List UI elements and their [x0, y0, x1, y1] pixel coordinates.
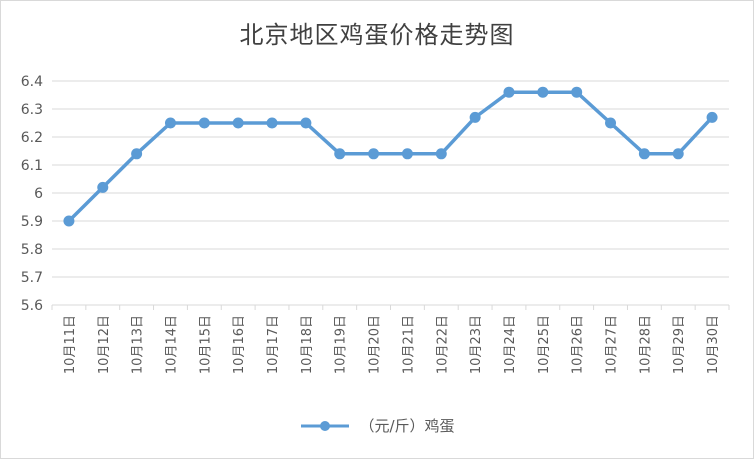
x-tick-label: 10月19日	[334, 315, 349, 374]
data-point	[300, 117, 312, 129]
x-tick-label: 10月23日	[469, 315, 484, 374]
data-point	[706, 111, 718, 123]
y-tick-label: 5.7	[21, 270, 43, 286]
data-point	[63, 215, 75, 227]
data-point	[97, 181, 109, 193]
y-tick-label: 5.6	[21, 298, 43, 314]
data-point	[232, 117, 244, 129]
x-tick-label: 10月14日	[164, 315, 179, 374]
legend-marker	[301, 420, 350, 431]
data-point	[638, 148, 650, 160]
x-tick-label: 10月16日	[232, 315, 247, 374]
data-point	[334, 148, 346, 160]
x-tick-label: 10月18日	[300, 315, 315, 374]
x-tick-label: 10月29日	[672, 315, 687, 374]
data-point	[368, 148, 380, 160]
x-tick-label: 10月21日	[401, 315, 416, 374]
data-point	[435, 148, 447, 160]
chart-title: 北京地区鸡蛋价格走势图	[239, 21, 515, 49]
x-tick-label: 10月26日	[571, 315, 586, 374]
data-point	[503, 86, 515, 98]
y-tick-label: 5.9	[21, 214, 43, 230]
y-tick-label: 6.4	[21, 74, 43, 90]
series-line	[67, 90, 714, 223]
x-tick-label: 10月20日	[368, 315, 383, 374]
y-tick-label: 6	[34, 186, 43, 202]
y-tick-label: 6.2	[21, 130, 43, 146]
data-point	[266, 117, 278, 129]
data-point	[605, 117, 617, 129]
y-tick-label: 6.3	[21, 102, 43, 118]
legend: （元/斤）鸡蛋	[1, 415, 753, 436]
y-tick-label: 5.8	[21, 242, 43, 258]
x-tick-label: 10月27日	[605, 315, 620, 374]
x-tick-label: 10月15日	[198, 315, 213, 374]
data-point	[401, 148, 413, 160]
data-point	[164, 117, 176, 129]
data-point	[571, 86, 583, 98]
y-tick-label: 6.1	[21, 158, 43, 174]
data-point	[672, 148, 684, 160]
data-point	[131, 148, 143, 160]
x-tick-label: 10月28日	[638, 315, 653, 374]
x-tick-label: 10月11日	[63, 315, 78, 374]
data-point	[469, 111, 481, 123]
x-tick-label: 10月13日	[131, 315, 146, 374]
x-tick-label: 10月24日	[503, 315, 518, 374]
data-point	[537, 86, 549, 98]
x-tick-label: 10月25日	[537, 315, 552, 374]
x-tick-label: 10月12日	[97, 315, 112, 374]
legend-label: （元/斤）鸡蛋	[359, 417, 455, 435]
x-tick-label: 10月22日	[435, 315, 450, 374]
x-tick-label: 10月30日	[706, 315, 721, 374]
data-point	[198, 117, 210, 129]
x-tick-label: 10月17日	[266, 315, 281, 374]
